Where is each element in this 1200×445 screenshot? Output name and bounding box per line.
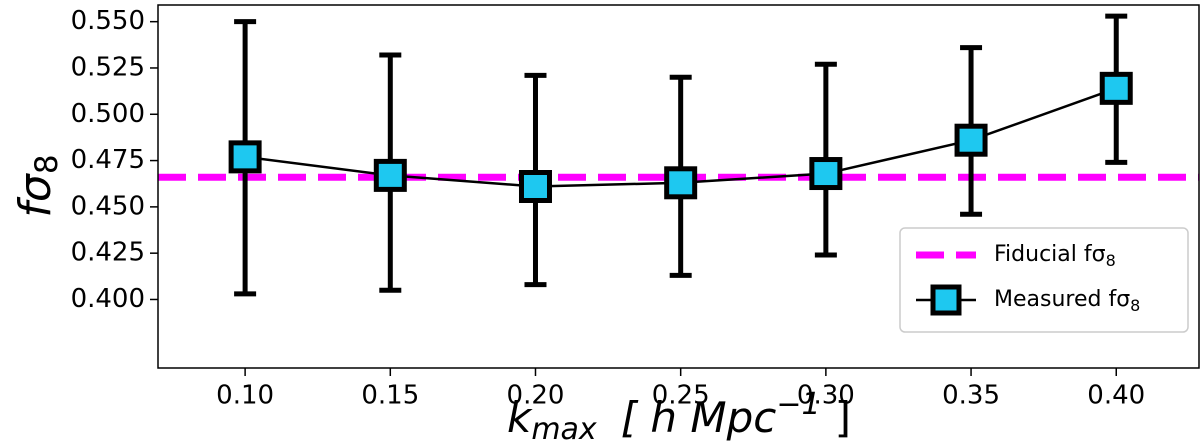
- x-tick-label: 0.40: [1087, 381, 1145, 411]
- legend-label: Fiducial fσ8: [994, 242, 1116, 270]
- x-tick-label: 0.30: [797, 381, 855, 411]
- x-label-subscript: max: [531, 412, 597, 445]
- y-label-subscript: 8: [29, 154, 65, 174]
- legend-label: Measured fσ8: [994, 287, 1140, 315]
- x-tick-label: 0.35: [942, 381, 1000, 411]
- y-tick-label: 0.475: [71, 145, 145, 175]
- marker: [228, 140, 262, 174]
- legend-subscript: 8: [1106, 251, 1116, 270]
- x-label-text: k: [507, 393, 533, 442]
- marker: [809, 157, 843, 191]
- x-tick-label: 0.25: [652, 381, 710, 411]
- y-axis-label: fσ8: [10, 154, 65, 217]
- marker: [954, 123, 988, 157]
- plot-frame: [157, 4, 1200, 369]
- legend-text: Fiducial fσ: [994, 242, 1106, 267]
- marker: [664, 166, 698, 200]
- y-tick-label: 0.550: [71, 6, 145, 36]
- marker: [1099, 71, 1133, 105]
- legend-subscript: 8: [1130, 296, 1140, 315]
- y-tick-label: 0.500: [71, 99, 145, 129]
- y-tick-label: 0.400: [71, 284, 145, 314]
- x-axis-label: kmax [ h Mpc−1]: [507, 387, 851, 445]
- y-tick-label: 0.525: [71, 52, 145, 82]
- y-tick-label: 0.450: [71, 191, 145, 221]
- x-tick-label: 0.20: [507, 381, 565, 411]
- x-tick-label: 0.15: [361, 381, 419, 411]
- marker: [518, 170, 552, 203]
- x-label-superscript: −1: [776, 387, 820, 422]
- y-tick-label: 0.425: [71, 238, 145, 268]
- legend-text: Measured fσ: [994, 287, 1130, 312]
- x-label-suffix: [ h Mpc: [621, 393, 777, 442]
- legend-marker: [930, 284, 962, 316]
- x-tick-label: 0.10: [216, 381, 274, 411]
- marker: [373, 158, 407, 192]
- y-label-text: fσ: [10, 173, 61, 217]
- x-label-end: ]: [835, 393, 851, 442]
